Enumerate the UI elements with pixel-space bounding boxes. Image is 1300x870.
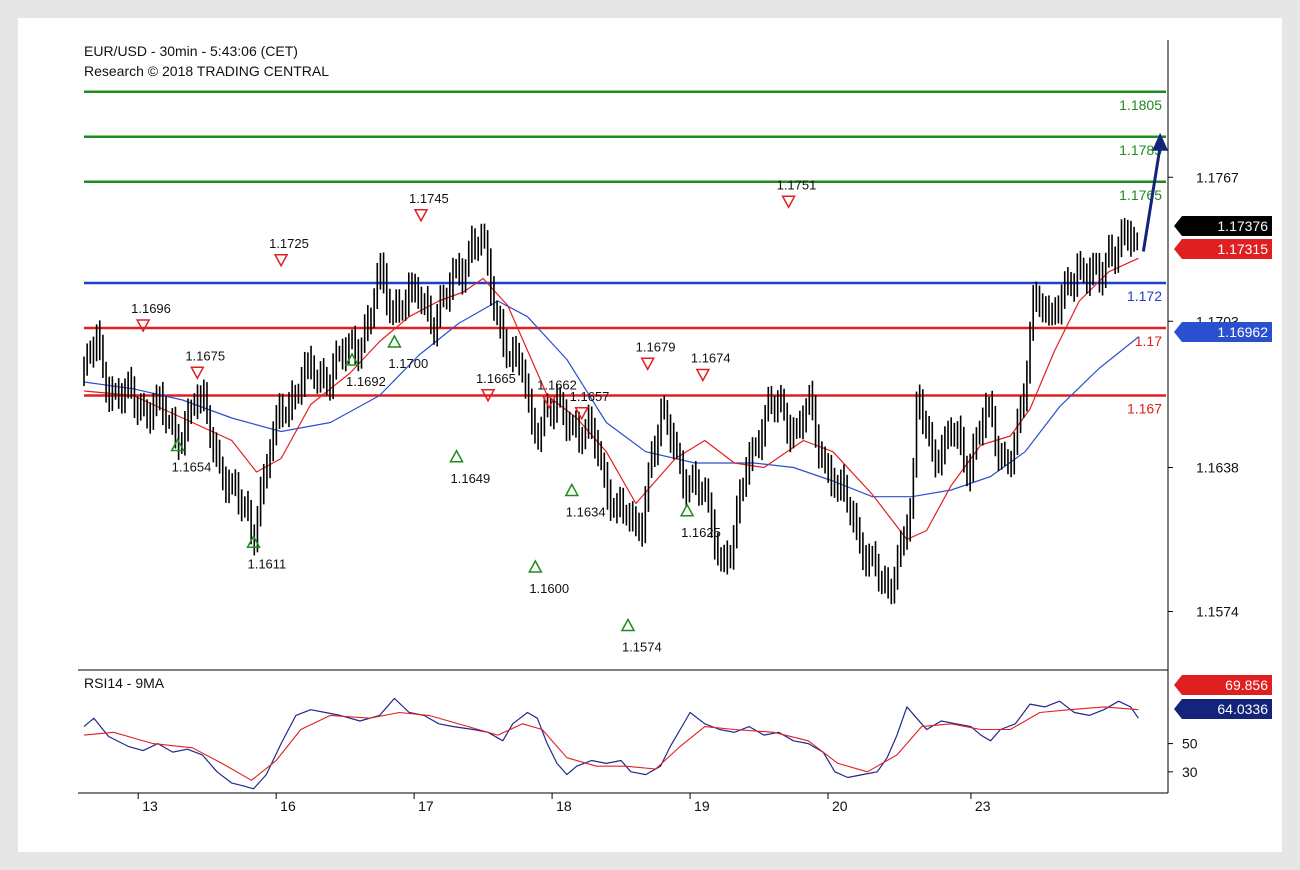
- rsi-badge-text: 64.0336: [1217, 701, 1268, 717]
- rsi-tick-label: 50: [1182, 736, 1198, 752]
- rsi-badge-text: 69.856: [1225, 677, 1268, 693]
- price-badge-bg: [1174, 322, 1272, 342]
- pivot-high-label: 1.1665: [476, 371, 516, 386]
- resistance-marker: [273, 254, 289, 268]
- x-tick-label: 20: [832, 798, 848, 814]
- level-label: 1.1765: [1119, 187, 1162, 203]
- support-marker: [564, 482, 580, 497]
- y-tick-label: 1.1638: [1196, 460, 1239, 476]
- price-badge-text: 1.16962: [1217, 324, 1268, 340]
- resistance-marker: [781, 195, 796, 209]
- pivot-low-label: 1.1649: [451, 471, 491, 486]
- resistance-marker: [541, 395, 557, 410]
- pivot-high-label: 1.1657: [570, 389, 610, 404]
- y-tick-label: 1.1574: [1196, 604, 1239, 620]
- pivot-low-label: 1.1625: [681, 525, 721, 540]
- x-tick-label: 17: [418, 798, 434, 814]
- level-label: 1.1785: [1119, 142, 1162, 158]
- resistance-marker: [480, 389, 496, 403]
- pivot-high-label: 1.1662: [537, 378, 577, 393]
- resistance-marker: [574, 407, 589, 421]
- pivot-high-label: 1.1725: [269, 236, 309, 251]
- eurusd-chart: 1.1805 1.1785 1.1765 1.172 1.17 1.167 1.1696 1…: [78, 40, 1272, 814]
- resistance-marker: [190, 366, 205, 380]
- level-label: 1.172: [1127, 288, 1162, 304]
- projection-arrow-shaft: [1141, 146, 1162, 252]
- rsi-line: [83, 697, 1139, 790]
- slow-ma-line: [83, 300, 1139, 498]
- projection-arrow-head: [1152, 132, 1169, 151]
- level-label: 1.17: [1135, 333, 1162, 349]
- chart-frame: 1.1805 1.1785 1.1765 1.172 1.17 1.167 1.1696 1…: [18, 18, 1282, 852]
- y-tick-label: 1.1767: [1196, 169, 1239, 185]
- rsi-badge-bg: [1174, 675, 1272, 695]
- pivot-high-label: 1.1751: [777, 177, 817, 192]
- fast-ma-line: [83, 257, 1139, 541]
- rsi-badge-bg: [1174, 699, 1272, 719]
- resistance-marker: [695, 368, 711, 383]
- level-label: 1.167: [1127, 401, 1162, 417]
- rsi-title: RSI14 - 9MA: [84, 675, 165, 691]
- pivot-low-label: 1.1700: [388, 356, 428, 371]
- chart-subtitle: Research © 2018 TRADING CENTRAL: [84, 63, 329, 79]
- pivot-high-label: 1.1679: [636, 339, 676, 354]
- x-tick-label: 18: [556, 798, 572, 814]
- chart-title: EUR/USD - 30min - 5:43:06 (CET): [84, 43, 298, 59]
- rsi-ma-line: [83, 706, 1139, 781]
- pivot-low-label: 1.1654: [172, 460, 212, 475]
- price-badge-text: 1.17376: [1217, 218, 1268, 234]
- support-marker: [528, 559, 543, 573]
- support-marker: [679, 503, 695, 517]
- support-marker: [449, 449, 464, 463]
- x-tick-label: 23: [975, 798, 991, 814]
- support-marker: [170, 437, 185, 452]
- x-tick-label: 16: [280, 798, 296, 814]
- support-marker: [344, 352, 360, 366]
- pivot-low-label: 1.1692: [346, 374, 386, 389]
- pivot-high-label: 1.1675: [185, 348, 225, 363]
- resistance-marker: [640, 357, 655, 371]
- x-tick-label: 19: [694, 798, 710, 814]
- x-tick-label: 13: [142, 798, 158, 814]
- level-label: 1.1805: [1119, 97, 1162, 113]
- pivot-low-label: 1.1611: [247, 556, 286, 571]
- price-badge-bg: [1174, 216, 1272, 236]
- price-badge-text: 1.17315: [1217, 241, 1268, 257]
- support-marker: [387, 334, 402, 348]
- rsi-tick-label: 30: [1182, 764, 1198, 780]
- support-marker: [246, 534, 261, 548]
- pivot-low-label: 1.1600: [529, 581, 569, 596]
- resistance-marker: [413, 209, 429, 223]
- pivot-high-label: 1.1696: [131, 301, 171, 316]
- support-marker: [620, 617, 636, 632]
- price-badge-bg: [1174, 239, 1272, 259]
- pivot-high-label: 1.1745: [409, 191, 449, 206]
- pivot-high-label: 1.1674: [691, 351, 731, 366]
- resistance-marker: [135, 319, 151, 333]
- pivot-low-label: 1.1634: [566, 505, 606, 520]
- pivot-low-label: 1.1574: [622, 640, 662, 655]
